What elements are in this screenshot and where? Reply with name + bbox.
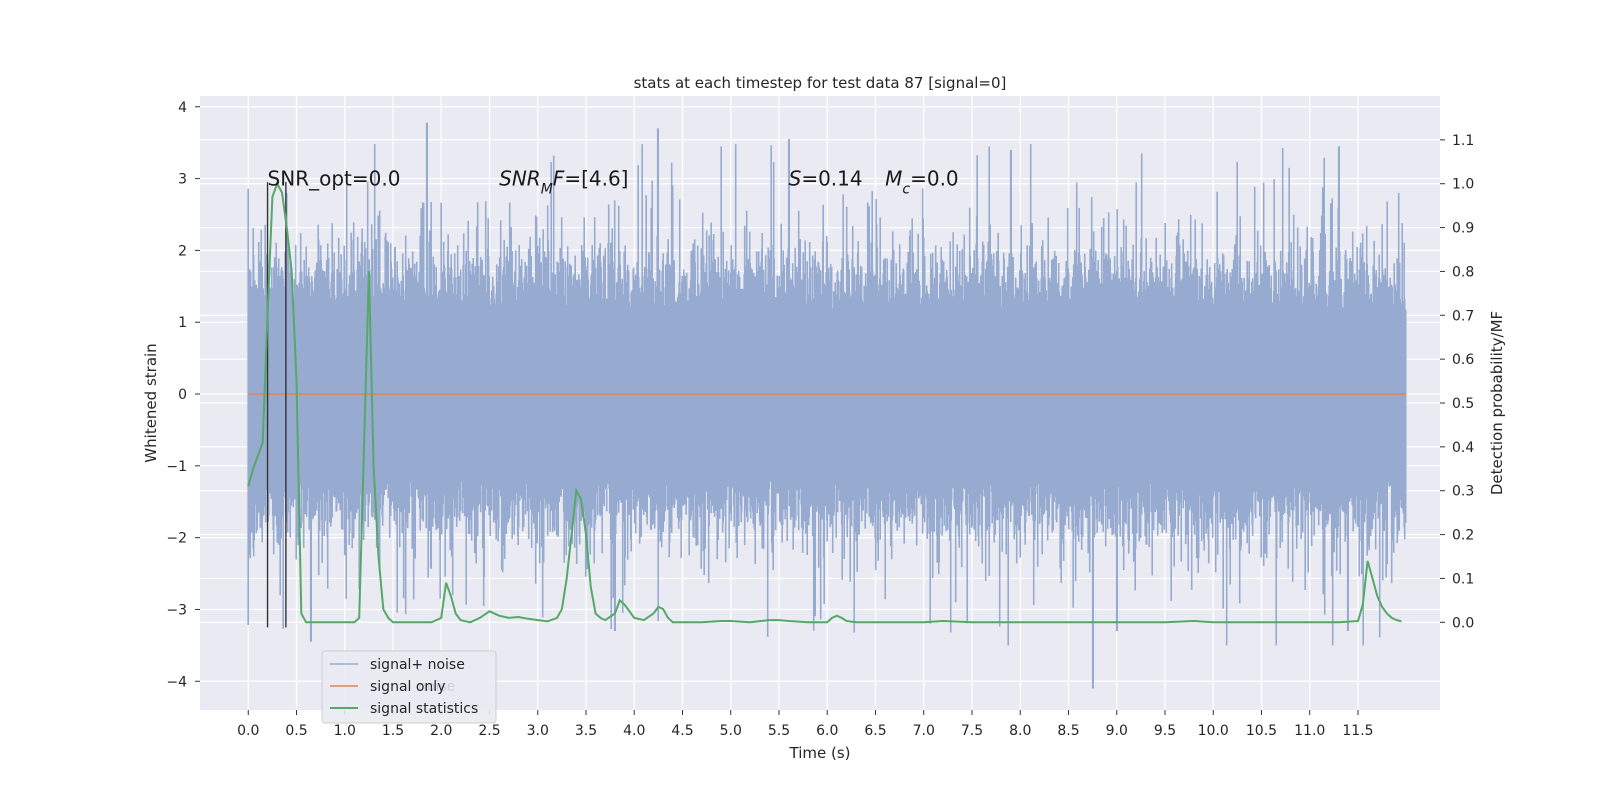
y-axis-ticks: −4 −3 −2 −1 0 1 2 3 4	[166, 100, 200, 690]
x-axis-label: Time (s)	[789, 744, 851, 762]
x-tick-label-13: 6.5	[864, 723, 886, 739]
y2-tick-label-10: 1.0	[1452, 177, 1474, 193]
y-tick-label-4: 0	[178, 387, 187, 403]
annotation-mc: Mc=0.0	[885, 167, 959, 198]
x-tick-label-18: 9.0	[1106, 723, 1128, 739]
y-tick-label-7: 3	[178, 172, 187, 188]
y2-axis-ticks: 0.0 0.1 0.2 0.3 0.4 0.5 0.6 0.7 0.8 0.9 1.0 1.1	[1440, 133, 1474, 631]
x-axis-ticks: 0.0 0.5 1.0 1.5 2.0 2.5 3.0 3.5 4.0 4.5 5.0 5.5 6.0 6…	[237, 710, 1374, 739]
chart-title: stats at each timestep for test data 87 …	[634, 74, 1007, 92]
x-tick-label-5: 2.5	[478, 723, 500, 739]
annotations: SNR_opt=0.0 SNRMF=[4.6] S=0.14 Mc=0.0	[268, 167, 959, 198]
y2-tick-label-7: 0.7	[1452, 308, 1474, 324]
x-tick-label-8: 4.0	[623, 723, 645, 739]
x-tick-label-14: 7.0	[913, 723, 935, 739]
x-tick-label-6: 3.0	[527, 723, 549, 739]
y2-tick-label-6: 0.6	[1452, 352, 1474, 368]
series-signal-statistics	[247, 181, 1402, 624]
y2-axis-label: Detection probability/MF	[1488, 311, 1506, 495]
series-signal-noise	[247, 122, 1407, 689]
x-tick-label-0: 0.0	[237, 723, 259, 739]
y-tick-label-8: 4	[178, 100, 187, 116]
x-tick-label-2: 1.0	[334, 723, 356, 739]
y-axis-label: Whitened strain	[142, 343, 160, 462]
x-tick-label-3: 1.5	[382, 723, 404, 739]
y2-tick-label-8: 0.8	[1452, 264, 1474, 280]
y2-tick-label-5: 0.5	[1452, 396, 1474, 412]
y2-tick-label-1: 0.1	[1452, 571, 1474, 587]
legend-ghost-text: noise	[418, 679, 455, 695]
x-tick-label-9: 4.5	[671, 723, 693, 739]
y2-tick-label-3: 0.3	[1452, 484, 1474, 500]
x-tick-label-10: 5.0	[720, 723, 742, 739]
legend-box	[321, 650, 497, 724]
annotation-snr-opt: SNR_opt=0.0	[268, 167, 401, 191]
x-tick-label-23: 11.5	[1342, 723, 1373, 739]
x-tick-label-12: 6.0	[816, 723, 838, 739]
x-tick-label-4: 2.0	[430, 723, 452, 739]
legend-label-signal-statistics: signal statistics	[370, 701, 478, 717]
y-tick-label-6: 2	[178, 243, 187, 259]
x-tick-label-17: 8.5	[1057, 723, 1079, 739]
x-tick-label-16: 8.0	[1009, 723, 1031, 739]
y-tick-label-3: −1	[166, 459, 187, 475]
x-tick-label-19: 9.5	[1154, 723, 1176, 739]
x-tick-label-20: 10.0	[1198, 723, 1229, 739]
y2-tick-label-11: 1.1	[1452, 133, 1474, 149]
annotation-s: S=0.14	[789, 167, 863, 191]
y-tick-label-1: −3	[166, 602, 187, 618]
annotation-snr-mf: SNRMF=[4.6]	[499, 167, 628, 198]
y-tick-label-2: −2	[166, 531, 187, 547]
vertical-markers	[266, 182, 287, 628]
x-tick-label-1: 0.5	[285, 723, 307, 739]
x-tick-label-11: 5.5	[768, 723, 790, 739]
y-tick-label-0: −4	[166, 674, 187, 690]
y2-tick-label-2: 0.2	[1452, 528, 1474, 544]
y2-tick-label-0: 0.0	[1452, 615, 1474, 631]
legend-label-signal-only: signal only	[370, 679, 445, 695]
legend: noise signal+ noise signal only signal s…	[321, 650, 497, 724]
x-tick-label-15: 7.5	[961, 723, 983, 739]
y2-tick-label-9: 0.9	[1452, 221, 1474, 237]
x-tick-label-21: 10.5	[1246, 723, 1277, 739]
x-tick-label-22: 11.0	[1294, 723, 1325, 739]
y-tick-label-5: 1	[178, 315, 187, 331]
y2-tick-label-4: 0.4	[1452, 440, 1474, 456]
x-tick-label-7: 3.5	[575, 723, 597, 739]
legend-label-signal-noise: signal+ noise	[370, 657, 465, 673]
